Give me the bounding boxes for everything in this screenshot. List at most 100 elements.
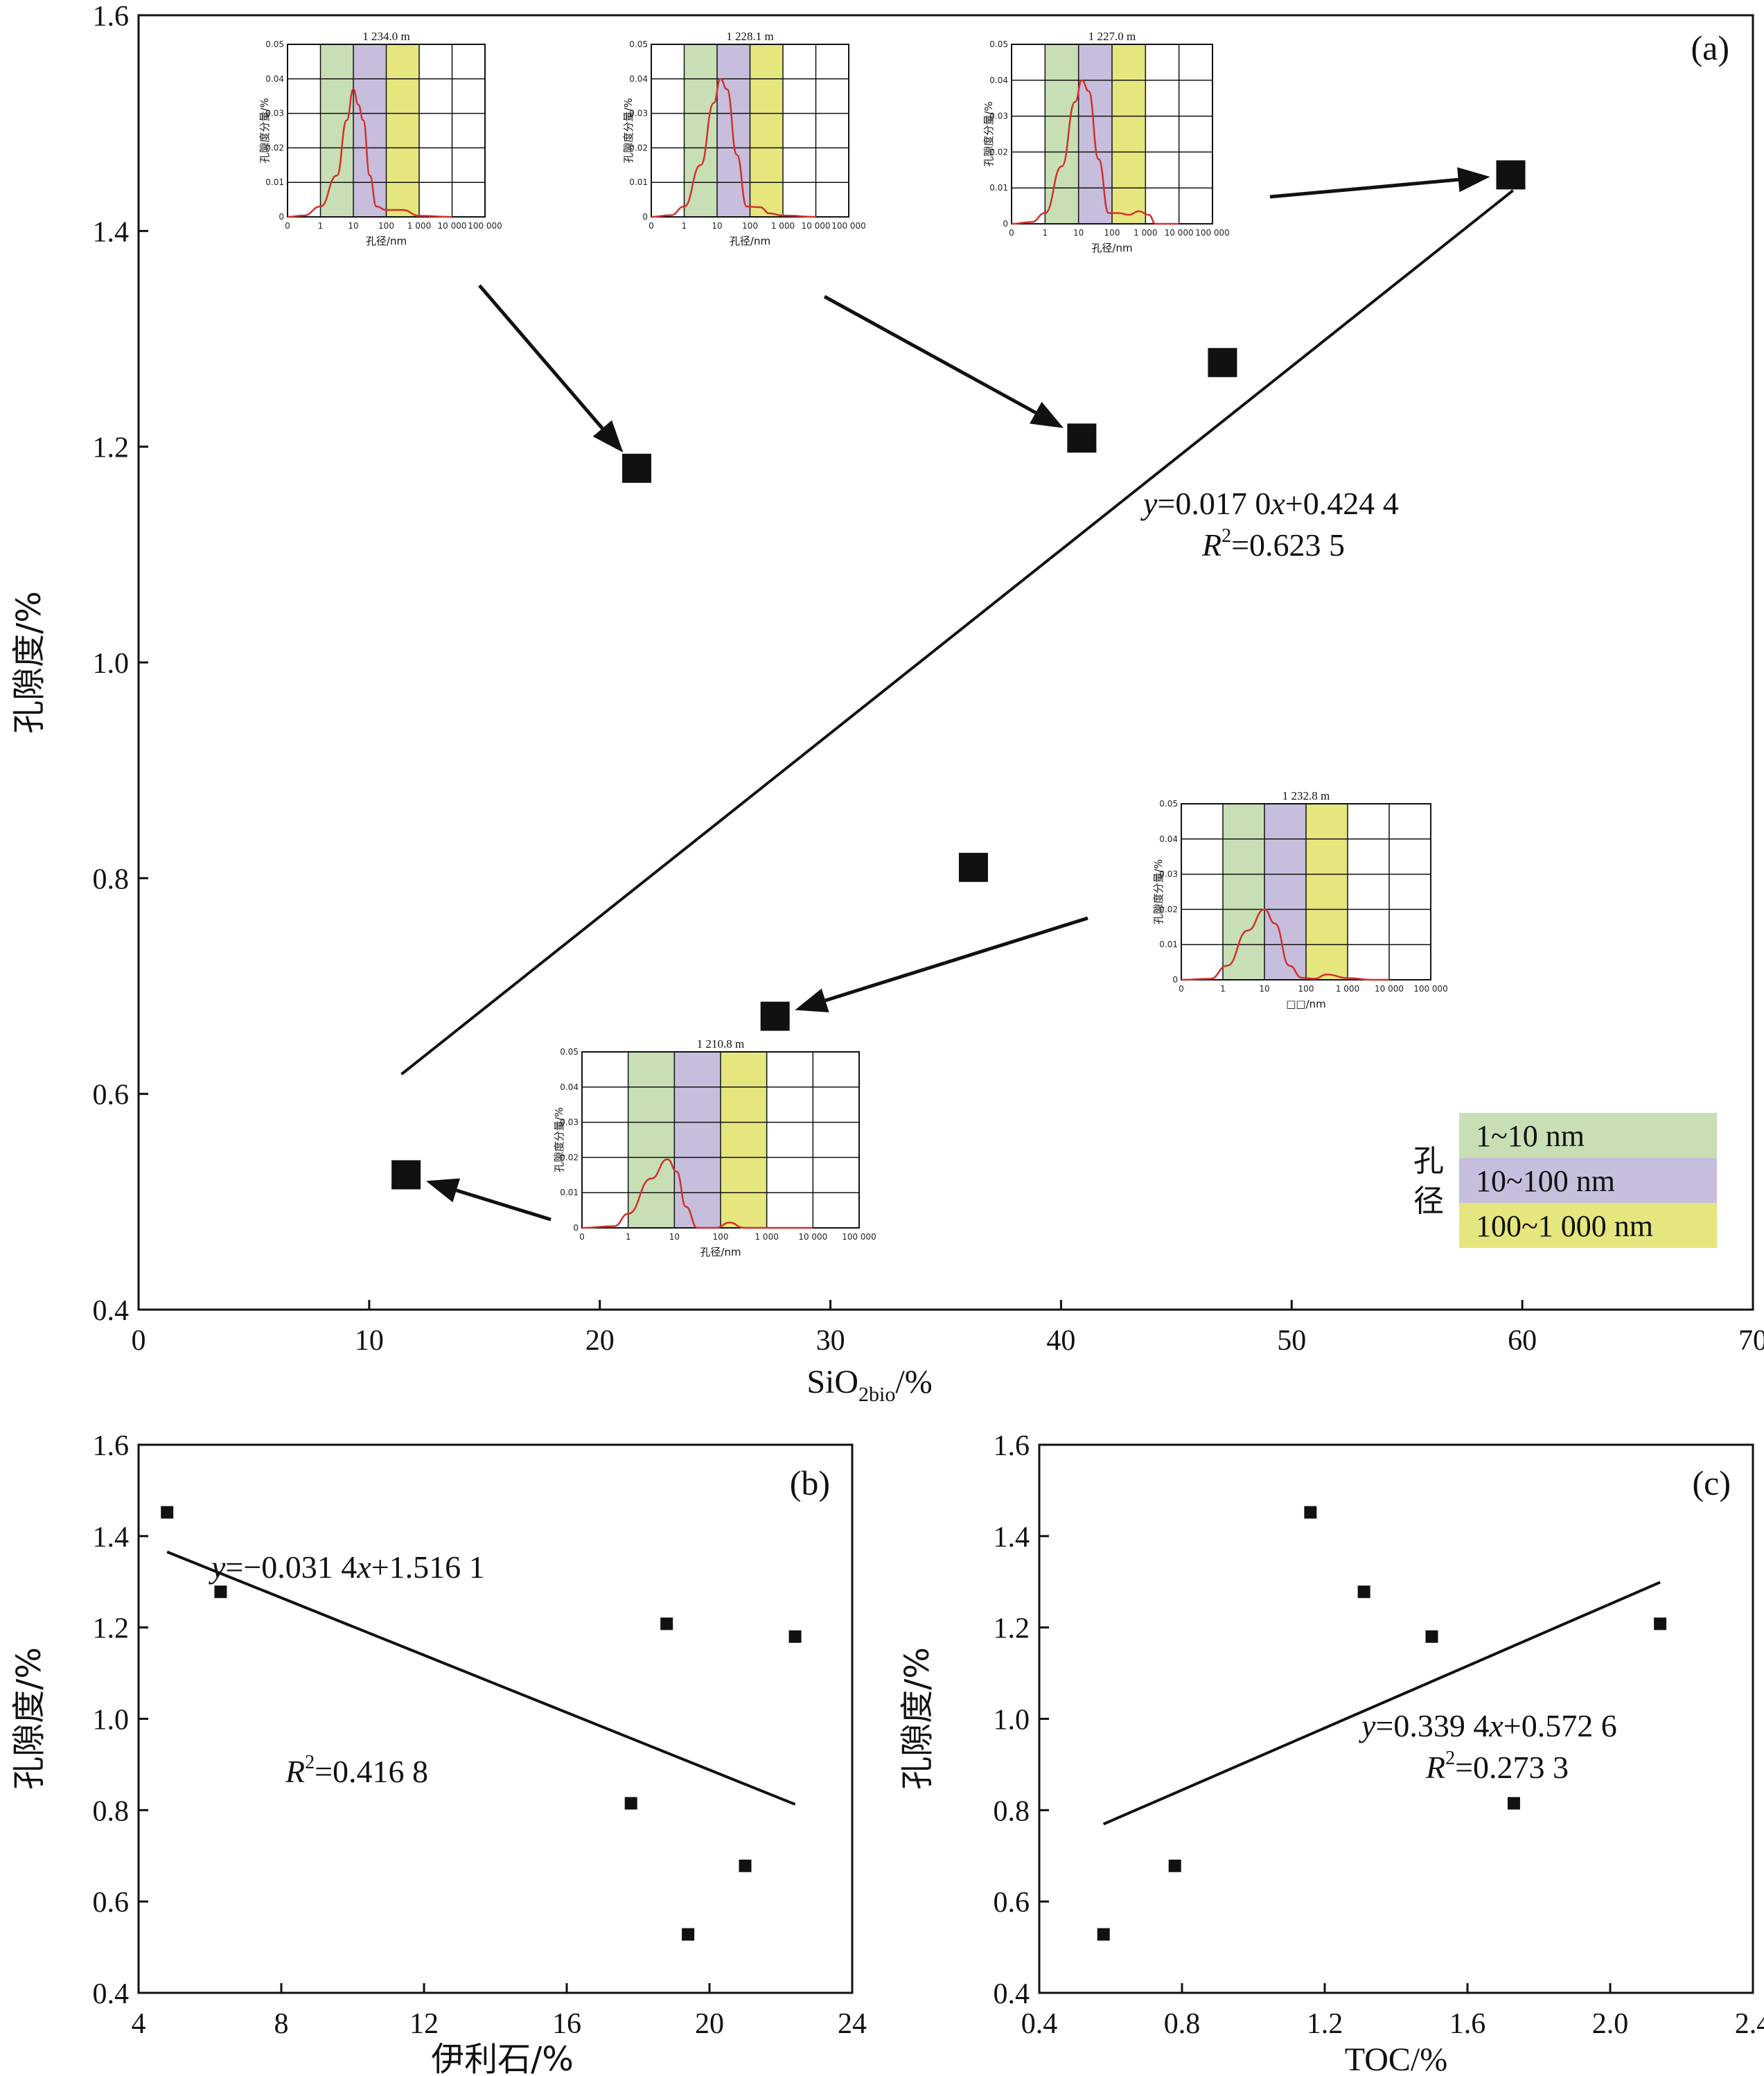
x-tick-label: 0.4	[1021, 2008, 1058, 2040]
inset-x-tick-label: 10	[348, 221, 358, 231]
inset-y-tick-label: 0.05	[989, 39, 1008, 49]
arrow-head	[1457, 167, 1490, 193]
inset-x-tick-label: 1	[682, 221, 687, 231]
inset-y-tick-label: 0	[573, 1223, 579, 1233]
panel-b-fit-line	[166, 1550, 796, 1806]
panel-c-xlabel: TOC/%	[1345, 2041, 1447, 2076]
data-point	[214, 1585, 227, 1599]
inset-frame	[581, 1051, 860, 1229]
panel-c-tick-labels: 0.4 0.8 1.2 1.6 2.0 2.4 0.4 0.6 0.8 1.0 1.2 1.4 1.6	[994, 1430, 1764, 2040]
inset-x-tick-label: 10 000	[798, 1232, 827, 1242]
inset-band	[353, 44, 387, 217]
panel-b-equation: y=−0.031 4x+1.516 1	[209, 1549, 485, 1585]
x-tick-label: 50	[1277, 1325, 1306, 1357]
y-tick-label: 0.6	[93, 1080, 130, 1111]
inset-xlabel: 孔径/nm	[366, 235, 407, 247]
inset-x-tick-label: 100 000	[842, 1232, 876, 1242]
panel-b-xlabel: 伊利石/%	[431, 2040, 574, 2076]
inset-x-tick-label: 1	[1043, 228, 1048, 238]
inset-band	[386, 44, 419, 217]
panel-c-ticks	[1038, 1443, 1754, 1994]
x-tick-label: 60	[1508, 1325, 1537, 1357]
inset-x-tick-label: 1	[626, 1232, 631, 1242]
eq-b-lhs: =−0.031 4	[225, 1549, 357, 1585]
inset-x-tick-label: 100	[1104, 228, 1120, 238]
data-point	[682, 1928, 695, 1941]
y-tick-label: 1.4	[93, 1522, 130, 1554]
inset-y-tick-label: 0.03	[560, 1118, 579, 1127]
inset-band	[1078, 44, 1112, 224]
y-tick-label: 1.6	[994, 1430, 1030, 1462]
inset-x-tick-label: 100	[378, 221, 394, 231]
pore-size-inset: 0 0.01 0.02 0.03 0.04 0.05 0 1 10 100 1 000 10 000 1…	[553, 1035, 876, 1264]
inset-frame	[1181, 803, 1431, 980]
r2-a-r: R	[1201, 527, 1221, 563]
inset-ylabel: 孔隙度分量/%	[258, 98, 271, 163]
x-tick-label: 40	[1046, 1325, 1075, 1357]
regression-line	[166, 1550, 796, 1806]
inset-x-tick-label: 0	[1009, 228, 1014, 238]
arrow-shaft	[824, 916, 1088, 1003]
data-point	[1507, 1797, 1520, 1810]
inset-x-tick-label: 0	[649, 221, 654, 231]
eq-b-rhs: +1.516 1	[371, 1549, 485, 1585]
xlabel-a-main: SiO	[806, 1364, 858, 1400]
xlabel-a-unit: /%	[895, 1364, 932, 1400]
r2-c-sup: 2	[1445, 1748, 1455, 1769]
panel-b-tick-labels: 4 8 12 16 20 24 0.4 0.6 0.8 1.0 1.2 1.4 1.6	[93, 1430, 867, 2040]
inset-y-tick-label: 0.03	[265, 109, 284, 118]
y-tick-label: 1.2	[93, 1613, 130, 1645]
y-tick-label: 1.2	[93, 432, 130, 464]
inset-ylabel: 孔隙度分量/%	[1152, 859, 1165, 924]
panel-c-equation: y=0.339 4x+0.572 6	[1359, 1708, 1617, 1743]
legend-item-1-10: 1~10 nm	[1476, 1119, 1585, 1153]
x-tick-label: 0	[132, 1325, 146, 1357]
inset-x-tick-label: 1 000	[1134, 228, 1157, 238]
data-point	[161, 1506, 174, 1519]
arrow-shaft	[455, 1188, 552, 1222]
inset-y-tick-label: 0.04	[989, 76, 1008, 85]
data-point	[391, 1160, 421, 1190]
inset-y-tick-label: 0.01	[560, 1188, 579, 1197]
r2-a-sup: 2	[1221, 525, 1231, 547]
inset-y-tick-label: 0.03	[1159, 870, 1178, 879]
inset-x-tick-label: 10	[1259, 984, 1269, 994]
data-point	[624, 1797, 637, 1810]
inset-x-tick-label: 10 000	[1375, 984, 1404, 994]
inset-y-tick-label: 0.01	[1159, 940, 1178, 949]
data-point	[760, 1001, 790, 1031]
inset-x-tick-label: 1	[1220, 984, 1226, 994]
inset-band	[674, 1052, 721, 1228]
r2-c-r: R	[1425, 1750, 1445, 1785]
panel-a-equation: y=0.017 0x+0.424 4	[1140, 486, 1399, 521]
x-tick-label: 8	[274, 2008, 289, 2040]
arrow-shaft	[478, 284, 604, 430]
data-point	[788, 1630, 802, 1643]
inset-y-tick-label: 0.04	[560, 1082, 579, 1092]
arrow-shaft	[823, 294, 1037, 414]
data-point	[660, 1617, 673, 1630]
pore-size-inset: 0 0.01 0.02 0.03 0.04 0.05 0 1 10 100 1 000 10 000 1…	[1152, 787, 1448, 1016]
eq-b-y: y	[209, 1549, 226, 1585]
data-point	[1357, 1585, 1370, 1599]
data-point	[1097, 1928, 1110, 1941]
x-tick-label: 16	[552, 2008, 581, 2040]
panel-c-r2: R2=0.273 3	[1425, 1748, 1569, 1785]
data-point	[1425, 1630, 1438, 1643]
inset-y-tick-label: 0.05	[629, 39, 648, 49]
data-point	[1067, 423, 1097, 453]
inset-y-tick-label: 0.03	[989, 112, 1008, 121]
y-tick-label: 1.6	[93, 1430, 130, 1462]
data-point	[1168, 1859, 1181, 1872]
panel-a-label: (a)	[1691, 28, 1730, 67]
legend-item-10-100: 10~100 nm	[1476, 1164, 1615, 1198]
eq-a-y: y	[1140, 486, 1158, 521]
inset-xlabel: □□/nm	[1286, 998, 1326, 1010]
y-tick-label: 1.4	[93, 216, 130, 248]
eq-c-lhs: =0.339 4	[1375, 1708, 1489, 1743]
panel-a-ticks	[137, 14, 1754, 1311]
panel-c: 0.4 0.8 1.2 1.6 2.0 2.40.40.60.81.01.21.41.6 …	[898, 1430, 1764, 2076]
y-tick-label: 1.0	[93, 648, 130, 680]
r2-c-val: =0.273 3	[1455, 1750, 1569, 1785]
